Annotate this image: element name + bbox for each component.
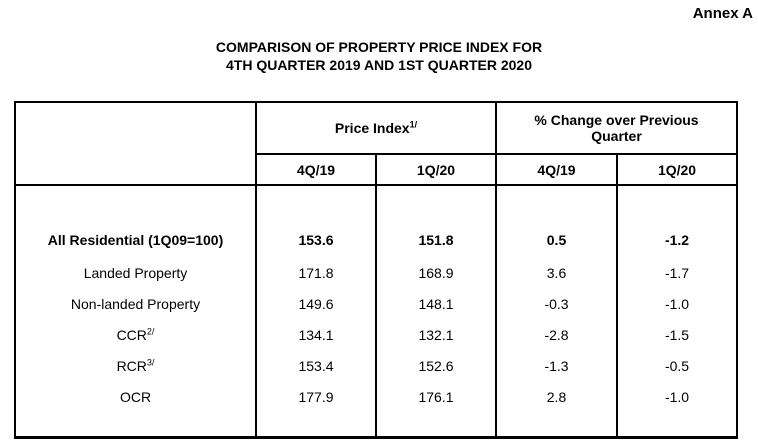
cell-value: 132.1 bbox=[375, 319, 497, 350]
row-label: RCR3/ bbox=[14, 350, 257, 381]
row-label: OCR bbox=[14, 381, 257, 412]
col-header-pi-4q19: 4Q/19 bbox=[255, 153, 377, 186]
cell-value: 151.8 bbox=[375, 184, 497, 257]
spacer-cell bbox=[14, 412, 257, 438]
cell-value: 134.1 bbox=[255, 319, 377, 350]
spacer-cell bbox=[375, 412, 497, 438]
cell-value: 149.6 bbox=[255, 288, 377, 319]
cell-value: 152.6 bbox=[375, 350, 497, 381]
cell-value: -1.2 bbox=[615, 184, 739, 257]
row-label: CCR2/ bbox=[14, 319, 257, 350]
group-header-row: Price Index1/ % Change over Previous Qua… bbox=[14, 101, 739, 186]
cell-value: 148.1 bbox=[375, 288, 497, 319]
cell-value: -1.7 bbox=[615, 257, 739, 288]
cell-value: -0.3 bbox=[495, 288, 618, 319]
table-row-rcr: RCR3/ 153.4 152.6 -1.3 -0.5 bbox=[14, 350, 739, 381]
cell-value: 177.9 bbox=[255, 381, 377, 412]
annex-label: Annex A bbox=[692, 5, 753, 22]
cell-value: -1.3 bbox=[495, 350, 618, 381]
spacer-cell bbox=[495, 412, 618, 438]
cell-value: -1.0 bbox=[615, 288, 739, 319]
pct-change-group-label: % Change over Previous Quarter bbox=[534, 112, 699, 144]
table-spacer-row bbox=[14, 412, 739, 438]
price-index-group-header: Price Index1/ bbox=[255, 101, 497, 155]
cell-value: -2.8 bbox=[495, 319, 618, 350]
col-header-chg-1q20: 1Q/20 bbox=[615, 153, 739, 186]
cell-value: 176.1 bbox=[375, 381, 497, 412]
cell-value: -1.5 bbox=[615, 319, 739, 350]
pct-change-group-header: % Change over Previous Quarter bbox=[494, 101, 739, 155]
table-row-ocr: OCR 177.9 176.1 2.8 -1.0 bbox=[14, 381, 739, 412]
table-row-non-landed: Non-landed Property 149.6 148.1 -0.3 -1.… bbox=[14, 288, 739, 319]
table-row-landed: Landed Property 171.8 168.9 3.6 -1.7 bbox=[14, 257, 739, 288]
page-title-line2: 4TH QUARTER 2019 AND 1ST QUARTER 2020 bbox=[225, 57, 532, 73]
spacer-cell bbox=[255, 412, 377, 438]
row-label: Landed Property bbox=[14, 257, 257, 288]
page-title-line1: COMPARISON OF PROPERTY PRICE INDEX FOR bbox=[215, 39, 543, 55]
cell-value: -1.0 bbox=[615, 381, 739, 412]
cell-value: 3.6 bbox=[495, 257, 618, 288]
row-label: Non-landed Property bbox=[14, 288, 257, 319]
ccr-footnote-marker: 2/ bbox=[146, 325, 155, 336]
cell-value: 168.9 bbox=[375, 257, 497, 288]
page-title: COMPARISON OF PROPERTY PRICE INDEX FOR 4… bbox=[0, 38, 758, 74]
rcr-footnote-marker: 3/ bbox=[146, 356, 155, 367]
col-header-chg-4q19: 4Q/19 bbox=[495, 153, 618, 186]
property-price-table: Price Index1/ % Change over Previous Qua… bbox=[14, 101, 739, 439]
price-index-group-label: Price Index bbox=[334, 120, 410, 136]
cell-value: -0.5 bbox=[615, 350, 739, 381]
cell-value: 153.4 bbox=[255, 350, 377, 381]
table-row-all-residential: All Residential (1Q09=100) 153.6 151.8 0… bbox=[14, 184, 739, 257]
cell-value: 171.8 bbox=[255, 257, 377, 288]
stub-header-cell bbox=[14, 101, 257, 186]
col-header-pi-1q20: 1Q/20 bbox=[375, 153, 497, 186]
cell-value: 153.6 bbox=[255, 184, 377, 257]
cell-value: 2.8 bbox=[495, 381, 618, 412]
spacer-cell bbox=[615, 412, 739, 438]
sub-header-row: 4Q/19 1Q/20 4Q/19 1Q/20 bbox=[15, 153, 739, 186]
price-index-footnote-marker: 1/ bbox=[409, 119, 418, 130]
cell-value: 0.5 bbox=[495, 184, 618, 257]
table-row-ccr: CCR2/ 134.1 132.1 -2.8 -1.5 bbox=[14, 319, 739, 350]
row-label: All Residential (1Q09=100) bbox=[14, 184, 257, 257]
